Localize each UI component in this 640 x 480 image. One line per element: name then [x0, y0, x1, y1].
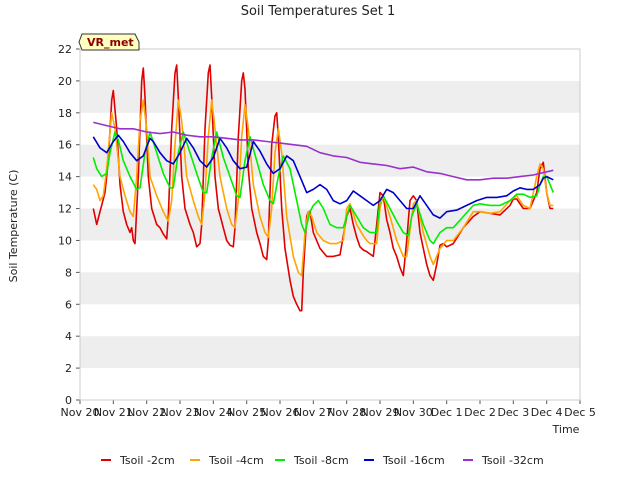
series-line-tsoil-4cm — [92, 99, 554, 277]
y-tick-label: 8 — [65, 266, 72, 279]
y-tick-label: 22 — [58, 43, 72, 56]
y-tick-label: 16 — [58, 139, 72, 152]
legend: Tsoil -2cm Tsoil -4cm Tsoil -8cm Tsoil -16c… — [101, 454, 544, 467]
plot-frame — [79, 48, 581, 401]
x-tick-label: Nov 20 — [61, 406, 100, 419]
y-axis-label: Soil Temperature (C) — [7, 170, 20, 283]
x-tick-label: Nov 23 — [161, 406, 200, 419]
x-tick-label: Nov 27 — [294, 406, 333, 419]
y-tick-label: 6 — [65, 298, 72, 311]
chart-title: Soil Temperatures Set 1 — [241, 4, 396, 19]
x-tick-label: Dec 4 — [531, 406, 563, 419]
x-tick-label: Nov 26 — [261, 406, 300, 419]
series-line-tsoil-8cm — [92, 131, 555, 245]
x-axis-label: Time — [552, 423, 580, 436]
x-tick-label: Dec 2 — [464, 406, 496, 419]
x-tick-label: Dec 1 — [431, 406, 463, 419]
x-tick-label: Dec 5 — [564, 406, 596, 419]
x-tick-label: Dec 3 — [497, 406, 529, 419]
y-tick-label: 18 — [58, 107, 72, 120]
series-line-tsoil-32cm — [93, 121, 554, 181]
legend-label-tsoil-8cm: Tsoil -8cm — [293, 454, 349, 467]
y-tick-label: 4 — [65, 330, 72, 343]
y-tick-label: 2 — [65, 362, 72, 375]
y-tick-label: 0 — [65, 394, 72, 407]
station-badge-box — [78, 33, 140, 51]
y-tick-label: 12 — [58, 203, 72, 216]
y-axis: 0 2 4 6 8 10 12 14 16 18 20 22 — [58, 43, 80, 407]
series-lines — [92, 64, 555, 312]
background-bands — [80, 80, 580, 369]
x-tick-label: Nov 22 — [127, 406, 166, 419]
grid-band — [80, 272, 580, 305]
x-tick-label: Nov 24 — [194, 406, 233, 419]
legend-label-tsoil-32cm: Tsoil -32cm — [481, 454, 544, 467]
y-tick-label: 14 — [58, 171, 72, 184]
x-tick-label: Nov 29 — [361, 406, 400, 419]
legend-label-tsoil-2cm: Tsoil -2cm — [119, 454, 175, 467]
series-line-tsoil-16cm — [92, 134, 554, 219]
x-tick-label: Nov 28 — [327, 406, 366, 419]
grid-band — [80, 336, 580, 369]
x-tick-label: Nov 25 — [227, 406, 266, 419]
y-tick-label: 10 — [58, 234, 72, 247]
x-tick-label: Nov 21 — [94, 406, 133, 419]
y-tick-label: 20 — [58, 75, 72, 88]
station-badge-label: VR_met — [87, 36, 134, 49]
x-tick-label: Nov 30 — [394, 406, 433, 419]
legend-label-tsoil-4cm: Tsoil -4cm — [208, 454, 264, 467]
station-badge: VR_met — [78, 33, 140, 51]
grid-band — [80, 80, 580, 113]
legend-label-tsoil-16cm: Tsoil -16cm — [382, 454, 445, 467]
